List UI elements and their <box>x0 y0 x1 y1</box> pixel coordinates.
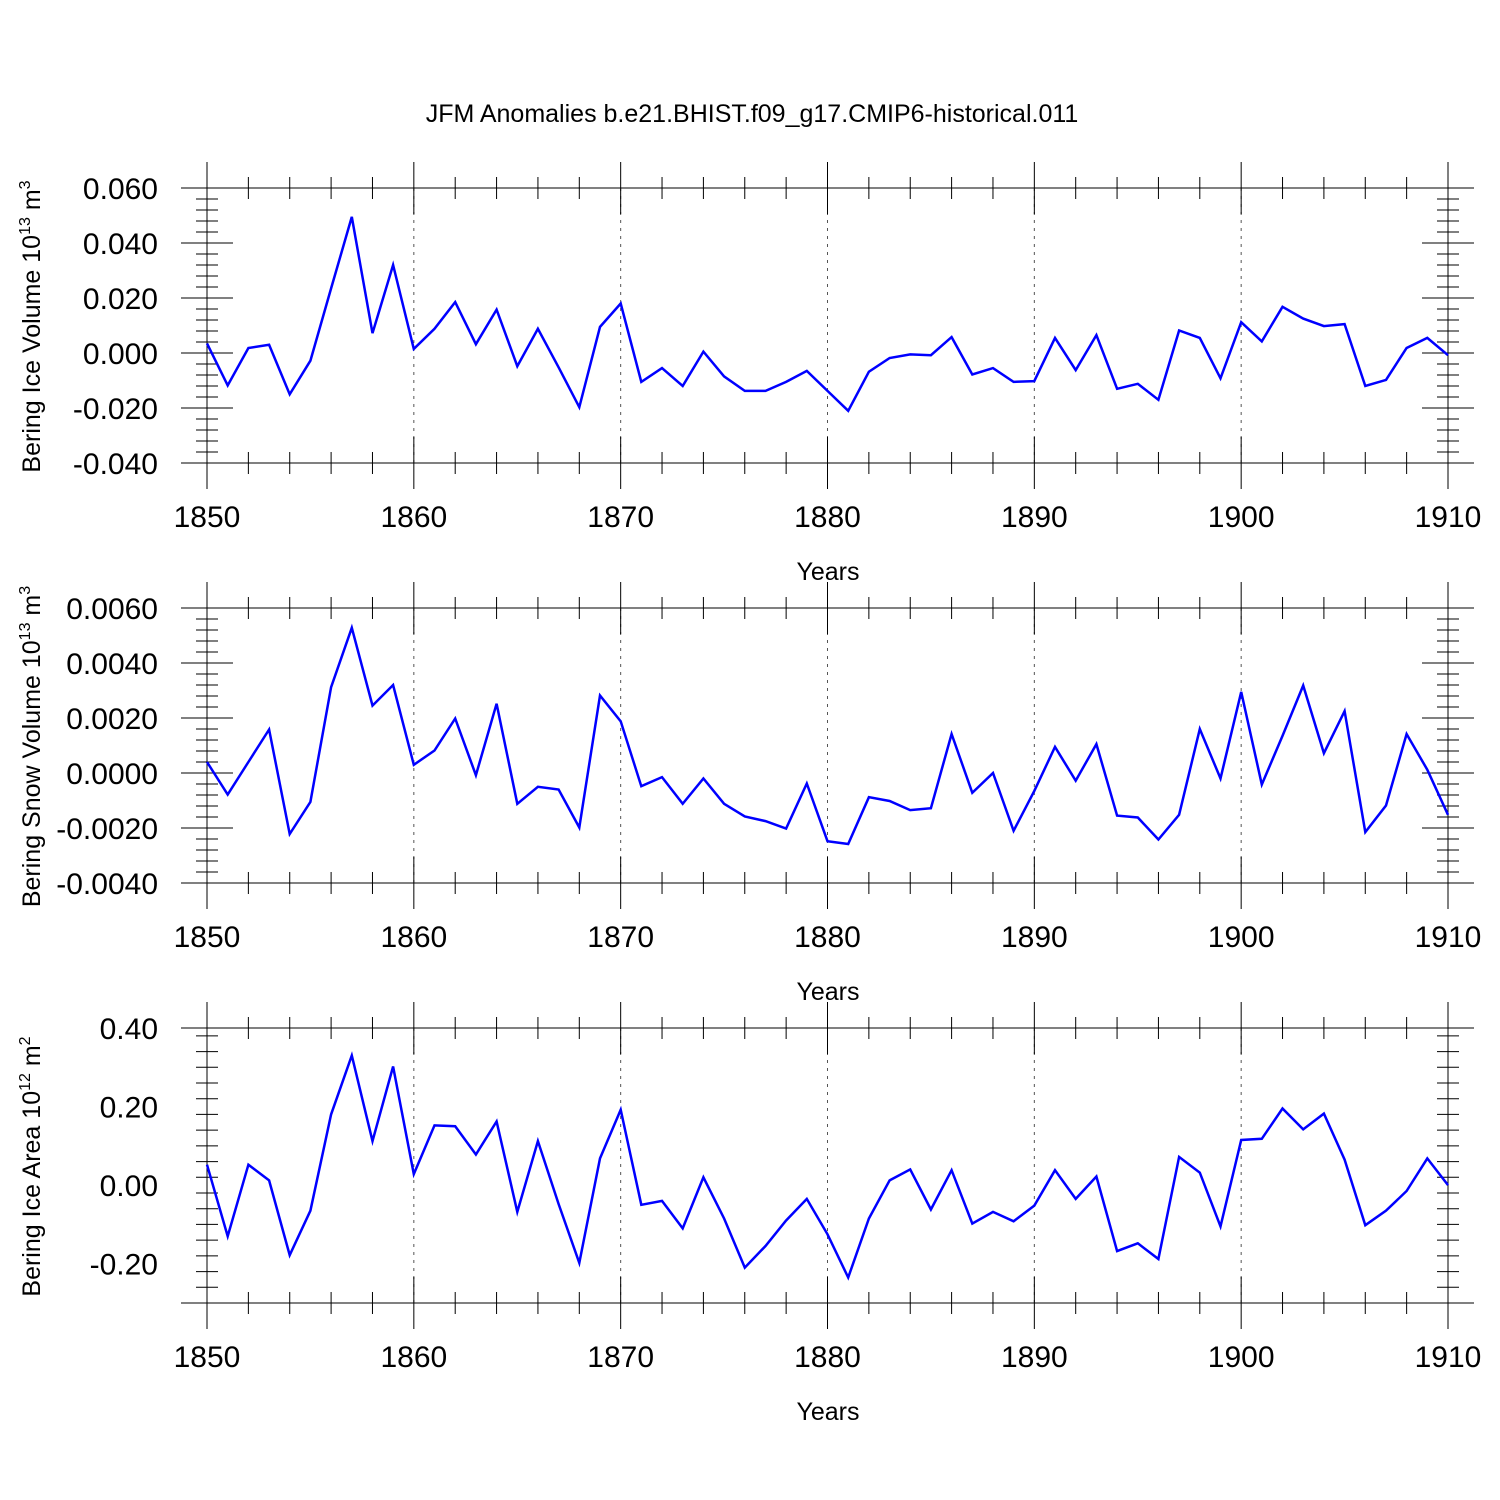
x-tick-label: 1880 <box>794 1341 861 1374</box>
y-tick-label: -0.020 <box>73 393 158 426</box>
panel-ice-area: -0.20 0.00 0.20 0.40 1850 1860 1870 1880 1890 190… <box>17 1002 1481 1426</box>
x-tick-label: 1860 <box>380 1341 447 1374</box>
x-tick-label: 1900 <box>1208 501 1275 534</box>
y-tick-label: 0.060 <box>83 173 158 206</box>
x-tick-label: 1870 <box>587 1341 654 1374</box>
y-tick-label: 0.0020 <box>66 703 158 736</box>
x-tick-label: 1880 <box>794 921 861 954</box>
x-tick-label: 1910 <box>1415 501 1482 534</box>
y-axis-label: Bering Snow Volume 1013 m3 <box>17 586 46 907</box>
x-tick-label: 1850 <box>174 1341 241 1374</box>
series-line <box>205 216 1449 413</box>
panel-ice-volume: -0.040 -0.020 0.000 0.020 0.040 0.060 1850 1860… <box>17 162 1481 586</box>
x-tick-label: 1860 <box>380 921 447 954</box>
series-line <box>205 623 1450 846</box>
y-tick-label: 0.040 <box>83 228 158 261</box>
y-tick-label: 0.020 <box>83 283 158 316</box>
y-tick-label: 0.0000 <box>66 758 158 791</box>
x-tick-label: 1890 <box>1001 501 1068 534</box>
x-axis-label: Years <box>796 1398 859 1426</box>
x-axis-label: Years <box>796 558 859 586</box>
y-tick-label: -0.20 <box>90 1249 158 1282</box>
y-tick-label: -0.040 <box>73 448 158 481</box>
y-tick-label: 0.00 <box>100 1170 158 1203</box>
y-tick-label: 0.20 <box>100 1092 158 1125</box>
x-tick-label: 1880 <box>794 501 861 534</box>
x-tick-label: 1910 <box>1415 1341 1482 1374</box>
figure-title: JFM Anomalies b.e21.BHIST.f09_g17.CMIP6-… <box>426 100 1079 128</box>
x-tick-label: 1900 <box>1208 1341 1275 1374</box>
x-tick-label: 1850 <box>174 501 241 534</box>
x-tick-label: 1870 <box>587 501 654 534</box>
x-tick-label: 1870 <box>587 921 654 954</box>
panel-snow-volume: -0.0040 -0.0020 0.0000 0.0020 0.0040 0.0060 18… <box>17 582 1481 1006</box>
x-tick-label: 1860 <box>380 501 447 534</box>
x-axis-label: Years <box>796 978 859 1006</box>
y-axis-label: Bering Ice Volume 1013 m3 <box>17 180 46 472</box>
y-tick-label: 0.000 <box>83 338 158 371</box>
x-tick-label: 1910 <box>1415 921 1482 954</box>
series-line <box>205 1051 1449 1281</box>
y-tick-label: 0.0060 <box>66 593 158 626</box>
y-tick-label: 0.0040 <box>66 648 158 681</box>
y-axis-label: Bering Ice Area 1012 m2 <box>17 1036 46 1296</box>
x-tick-label: 1900 <box>1208 921 1275 954</box>
y-tick-label: -0.0040 <box>56 868 158 901</box>
x-tick-label: 1890 <box>1001 1341 1068 1374</box>
y-tick-label: -0.0020 <box>56 813 158 846</box>
y-tick-label: 0.40 <box>100 1013 158 1046</box>
x-tick-label: 1890 <box>1001 921 1068 954</box>
x-tick-label: 1850 <box>174 921 241 954</box>
